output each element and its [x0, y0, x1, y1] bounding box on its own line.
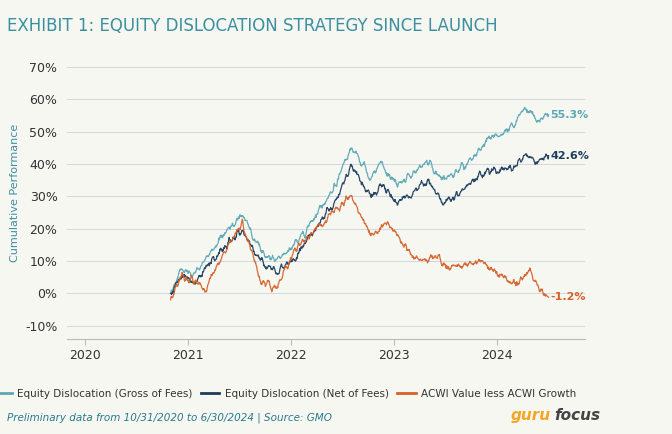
Legend: Equity Dislocation (Gross of Fees), Equity Dislocation (Net of Fees), ACWI Value: Equity Dislocation (Gross of Fees), Equi… — [0, 385, 581, 403]
Text: Preliminary data from 10/31/2020 to 6/30/2024 | Source: GMO: Preliminary data from 10/31/2020 to 6/30… — [7, 413, 331, 423]
Text: guru: guru — [511, 408, 551, 423]
Y-axis label: Cumulative Performance: Cumulative Performance — [9, 124, 19, 262]
Text: -1.2%: -1.2% — [550, 292, 586, 302]
Text: 42.6%: 42.6% — [550, 151, 589, 161]
Text: EXHIBIT 1: EQUITY DISLOCATION STRATEGY SINCE LAUNCH: EXHIBIT 1: EQUITY DISLOCATION STRATEGY S… — [7, 17, 497, 35]
Text: focus: focus — [554, 408, 601, 423]
Text: 55.3%: 55.3% — [550, 110, 589, 120]
